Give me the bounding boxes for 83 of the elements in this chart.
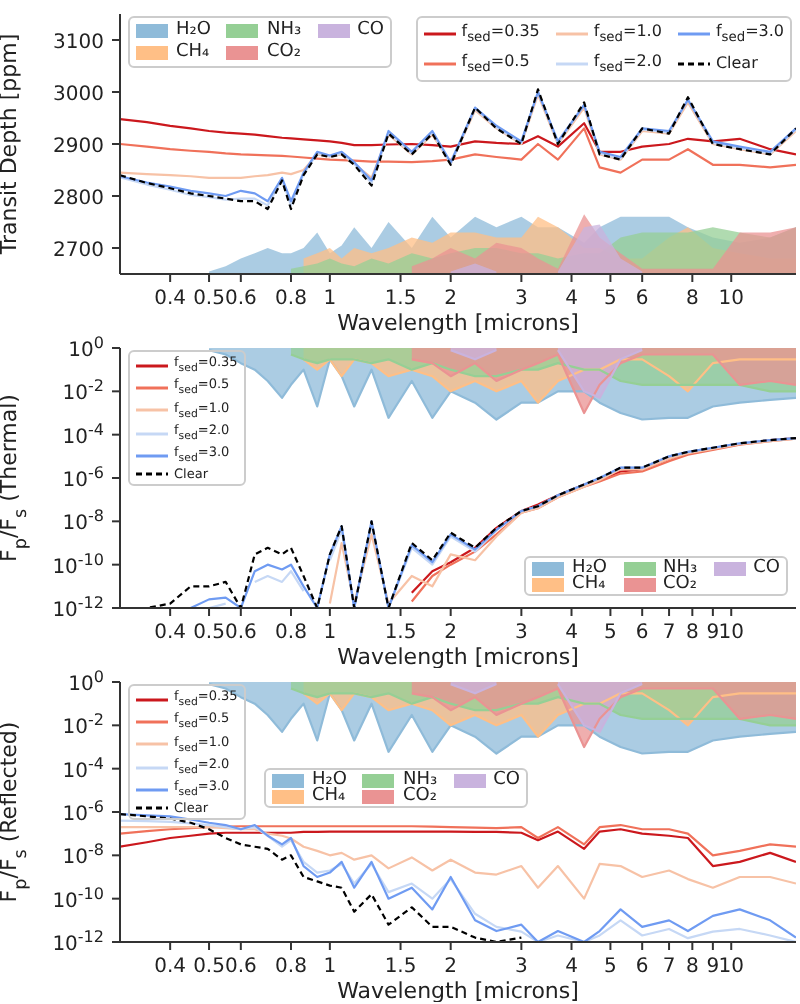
legend-label: CH₄ <box>312 786 346 806</box>
y-tick-label: 10$^{-8}$ <box>62 840 104 870</box>
y-tick-label: 2900 <box>53 136 104 158</box>
legend-label: f$_{sed}$=0.35 <box>461 20 540 50</box>
x-tick-label: 3 <box>514 956 528 978</box>
x-tick-label: 8 <box>685 622 699 644</box>
x-tick-label: 0.6 <box>224 288 257 310</box>
x-tick-label: 2 <box>444 622 458 644</box>
y-axis-title: Transit Depth [ppm] <box>0 33 22 257</box>
x-tick-label: 0.4 <box>154 622 187 644</box>
x-tick-label: 1.5 <box>384 622 417 644</box>
y-tick-label: 10$^{0}$ <box>68 333 104 362</box>
legend-label: f$_{sed}$=0.5 <box>461 49 530 79</box>
legend-label: f$_{sed}$=1.0 <box>593 20 662 50</box>
x-tick-label: 4 <box>565 288 578 310</box>
y-tick-label: 10$^{-4}$ <box>62 753 104 783</box>
x-tick-label: 8 <box>685 288 699 310</box>
legend-label: CO₂ <box>402 786 437 806</box>
legend-label: Clear <box>715 52 758 75</box>
x-tick-label: 0.8 <box>275 956 307 978</box>
x-tick-label: 10 <box>718 288 744 310</box>
legend-label: H₂O <box>176 20 211 42</box>
x-tick-label: 2 <box>444 956 458 978</box>
x-tick-label: 1.5 <box>384 956 417 978</box>
x-tick-label: 0.4 <box>154 956 187 978</box>
legend-label: CO <box>493 770 520 790</box>
legend-label: CO₂ <box>266 42 301 64</box>
x-tick-label: 0.5 <box>193 622 225 644</box>
y-tick-label: 10$^{-6}$ <box>62 797 104 826</box>
x-tick-label: 3 <box>514 288 528 310</box>
y-tick-label: 10$^{-12}$ <box>52 593 104 622</box>
legend-label: CH₄ <box>176 42 210 64</box>
y-tick-label: 10$^{-6}$ <box>62 463 104 492</box>
x-tick-label: 6 <box>635 288 649 310</box>
x-tick-label: 8 <box>685 956 699 978</box>
x-tick-label: 0.6 <box>224 956 257 978</box>
y-tick-label: 10$^{-2}$ <box>62 376 104 406</box>
x-tick-label: 7 <box>662 956 676 978</box>
x-tick-label: 6 <box>635 956 649 978</box>
x-tick-label: 2 <box>444 288 458 310</box>
x-tick-label: 0.4 <box>154 288 187 310</box>
legend-label: CO₂ <box>663 574 697 594</box>
y-tick-label: 10$^{-10}$ <box>52 883 104 913</box>
y-tick-label: 10$^{-4}$ <box>62 419 104 449</box>
legend-label: CO <box>357 20 384 42</box>
x-tick-label: 3 <box>514 622 528 644</box>
legend-label: CO <box>753 558 780 578</box>
x-tick-label: 0.5 <box>193 956 225 978</box>
y-tick-label: 10$^{0}$ <box>68 667 104 696</box>
x-tick-label: 7 <box>662 622 676 644</box>
x-tick-label: 0.8 <box>275 622 307 644</box>
legend-label: f$_{sed}$=3.0 <box>715 20 784 50</box>
x-tick-label: 0.5 <box>193 288 225 310</box>
x-tick-label: 5 <box>604 956 617 978</box>
x-tick-label: 1 <box>323 288 337 310</box>
y-tick-label: 2800 <box>53 188 104 210</box>
x-tick-label: 1 <box>323 622 337 644</box>
x-tick-label: 4 <box>565 956 578 978</box>
x-axis-title: Wavelength [microns] <box>337 644 579 670</box>
y-tick-label: 10$^{-12}$ <box>52 927 104 956</box>
x-tick-label: 10 <box>718 956 744 978</box>
y-tick-label: 2700 <box>53 240 104 262</box>
legend-label: NH₃ <box>266 20 302 42</box>
x-tick-label: 9 <box>706 956 720 978</box>
x-axis-title: Wavelength [microns] <box>337 978 579 1004</box>
x-tick-label: 9 <box>706 622 720 644</box>
y-tick-label: 10$^{-8}$ <box>62 506 104 536</box>
legend-label: CH₄ <box>572 574 606 594</box>
y-tick-label: 10$^{-10}$ <box>52 549 104 579</box>
legend-label: f$_{sed}$=2.0 <box>593 49 662 79</box>
y-tick-label: 10$^{-2}$ <box>62 710 104 740</box>
x-tick-label: 6 <box>635 622 649 644</box>
y-tick-label: 3000 <box>53 84 104 106</box>
x-tick-label: 5 <box>604 288 617 310</box>
x-axis-title: Wavelength [microns] <box>337 310 579 336</box>
x-tick-label: 0.6 <box>224 622 257 644</box>
x-tick-label: 4 <box>565 622 578 644</box>
y-tick-label: 3100 <box>53 32 104 54</box>
x-tick-label: 0.8 <box>275 288 307 310</box>
x-tick-label: 1 <box>323 956 337 978</box>
x-tick-label: 5 <box>604 622 617 644</box>
x-tick-label: 1.5 <box>384 288 417 310</box>
x-tick-label: 10 <box>718 622 744 644</box>
